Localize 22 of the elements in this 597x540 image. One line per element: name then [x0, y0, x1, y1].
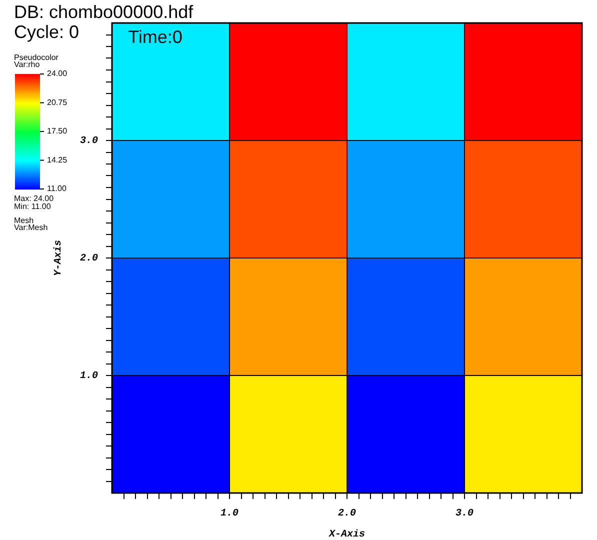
color-bar-label: 20.75 [47, 98, 68, 107]
annotation: Time:0 [128, 27, 182, 47]
x-tick-label: 3.0 [455, 508, 474, 520]
x-axis-title: X-Axis [328, 528, 366, 540]
x-tick-label: 1.0 [220, 508, 239, 520]
text: Mesh [14, 216, 34, 225]
text: Var:Mesh [14, 223, 48, 232]
y-tick-label: 1.0 [80, 371, 98, 382]
legend-title: Pseudocolor [14, 53, 59, 62]
color-bar-label: 11.00 [47, 184, 67, 194]
text: Min: 11.00 [14, 202, 52, 211]
x-tick-label: 2.0 [338, 508, 356, 520]
y-tick-label: 3.0 [80, 136, 98, 148]
y-tick-label: 2.0 [80, 254, 98, 265]
chart-title: DB: chombo00000.hdf [14, 2, 194, 22]
color-bar-label: 17.50 [47, 126, 68, 136]
color-bar-label: 14.25 [47, 155, 68, 164]
y-axis-title: Y-Axis [52, 240, 65, 276]
text: Max: 24.00 [14, 194, 54, 203]
text: Var:rho [14, 60, 40, 69]
color-bar-label: 24.00 [47, 69, 68, 78]
text: Cycle: 0 [14, 22, 80, 42]
